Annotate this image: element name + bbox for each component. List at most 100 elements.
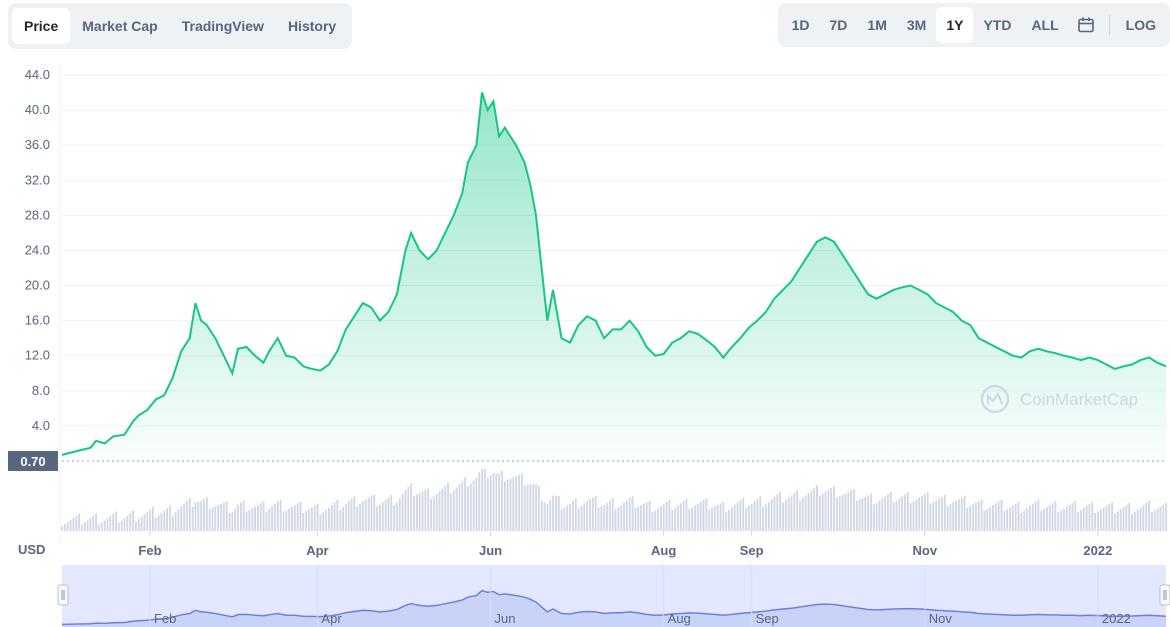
volume-bar	[469, 483, 472, 531]
volume-bar	[625, 500, 628, 531]
tab-price[interactable]: Price	[12, 8, 71, 44]
navigator-tick-label: Feb	[154, 611, 176, 626]
volume-bar	[376, 506, 379, 531]
volume-bar	[1074, 500, 1077, 531]
volume-bar	[759, 496, 762, 531]
volume-bar	[1077, 512, 1080, 531]
volume-bar	[512, 477, 515, 531]
volume-bar	[520, 473, 523, 531]
navigator-right-handle[interactable]	[1159, 584, 1170, 606]
volume-bar	[197, 501, 200, 531]
volume-bar	[1020, 512, 1023, 531]
volume-bar	[838, 496, 841, 531]
volume-bar	[881, 498, 884, 531]
volume-bar	[750, 503, 753, 531]
price-area-fill	[62, 92, 1166, 461]
volume-bar	[100, 522, 103, 531]
range-all[interactable]: ALL	[1031, 17, 1059, 33]
volume-bar	[384, 500, 387, 531]
x-tick-label: Sep	[740, 543, 764, 558]
volume-bar	[574, 498, 577, 531]
volume-bar	[444, 485, 447, 531]
volume-bar	[95, 513, 98, 531]
volume-bar	[861, 498, 864, 531]
volume-bar	[963, 496, 966, 531]
volume-bar	[154, 517, 157, 531]
volume-bar	[807, 492, 810, 531]
chart-type-tabs: Price Market Cap TradingView History	[8, 3, 353, 49]
range-3m[interactable]: 3M	[906, 17, 927, 33]
volume-bar	[708, 509, 711, 531]
volume-bar	[657, 508, 659, 531]
volume-bar	[245, 511, 248, 531]
volume-bar	[481, 469, 484, 531]
volume-bar	[186, 500, 188, 531]
volume-bar	[495, 473, 498, 531]
volume-bar	[276, 501, 279, 531]
tab-tradingview[interactable]: TradingView	[181, 18, 264, 34]
volume-bar	[938, 498, 940, 531]
currency-label: USD	[18, 542, 45, 557]
volume-bar	[506, 480, 509, 531]
volume-bar	[989, 507, 992, 531]
volume-bar	[813, 487, 816, 531]
range-1y[interactable]: 1Y	[936, 7, 974, 43]
volume-bar	[489, 475, 492, 531]
volume-bar	[932, 502, 935, 531]
current-price-badge	[8, 451, 58, 471]
volume-bar	[611, 498, 614, 531]
volume-bar	[92, 515, 95, 531]
volume-bar	[966, 507, 969, 531]
range-ytd[interactable]: YTD	[983, 17, 1012, 33]
volume-bar	[830, 487, 833, 531]
volume-bar	[946, 506, 949, 531]
volume-bar	[1048, 505, 1051, 531]
volume-bar	[1108, 504, 1111, 531]
volume-bar	[719, 503, 722, 531]
range-1d[interactable]: 1D	[791, 17, 810, 33]
navigator-tick-label: Apr	[321, 611, 342, 626]
volume-bar	[682, 500, 685, 531]
volume-bar	[555, 495, 557, 531]
volume-bar	[379, 504, 381, 531]
range-7d[interactable]: 7D	[829, 17, 848, 33]
volume-bar	[1136, 509, 1139, 531]
volume-bar	[926, 492, 929, 531]
tab-market-cap[interactable]: Market Cap	[82, 18, 158, 34]
calendar-icon[interactable]	[1069, 7, 1103, 43]
volume-bar	[1003, 511, 1006, 531]
volume-bar	[430, 499, 432, 531]
navigator-tick-label: Aug	[668, 611, 691, 626]
volume-bar	[955, 501, 957, 531]
volume-bar	[1105, 505, 1108, 531]
volume-bar	[98, 524, 100, 531]
y-axis: 44.0 40.0 36.0 32.0 28.0 24.0 20.0 16.0 12.0 8.0 4…	[8, 67, 58, 471]
volume-bar	[299, 501, 302, 531]
navigator-left-handle[interactable]	[57, 584, 69, 606]
volume-bar	[679, 503, 682, 531]
volume-bar	[844, 493, 847, 531]
volume-bar	[606, 502, 608, 531]
volume-bar	[1162, 504, 1165, 531]
volume-bar	[262, 501, 265, 531]
volume-bar	[773, 496, 776, 531]
tab-history[interactable]: History	[287, 18, 337, 34]
navigator[interactable]: Feb Apr Jun Aug Sep Nov 2022	[57, 565, 1170, 627]
volume-bar	[870, 493, 872, 531]
volume-bar	[1023, 510, 1026, 531]
volume-bar	[858, 499, 861, 531]
volume-bar	[1114, 513, 1116, 531]
volume-bar	[339, 510, 342, 531]
volume-bar	[1037, 499, 1040, 531]
volume-bar	[291, 506, 293, 531]
volume-bar	[765, 504, 767, 531]
volume-bar	[614, 509, 617, 531]
x-tick-label: 2022	[1083, 543, 1112, 558]
volume-bar	[435, 494, 438, 531]
log-scale-toggle[interactable]: LOG	[1125, 17, 1156, 33]
volume-bar	[949, 504, 952, 531]
range-1m[interactable]: 1M	[867, 17, 887, 33]
volume-bar	[645, 502, 648, 531]
volume-bar	[322, 512, 325, 531]
volume-bar	[671, 509, 674, 531]
